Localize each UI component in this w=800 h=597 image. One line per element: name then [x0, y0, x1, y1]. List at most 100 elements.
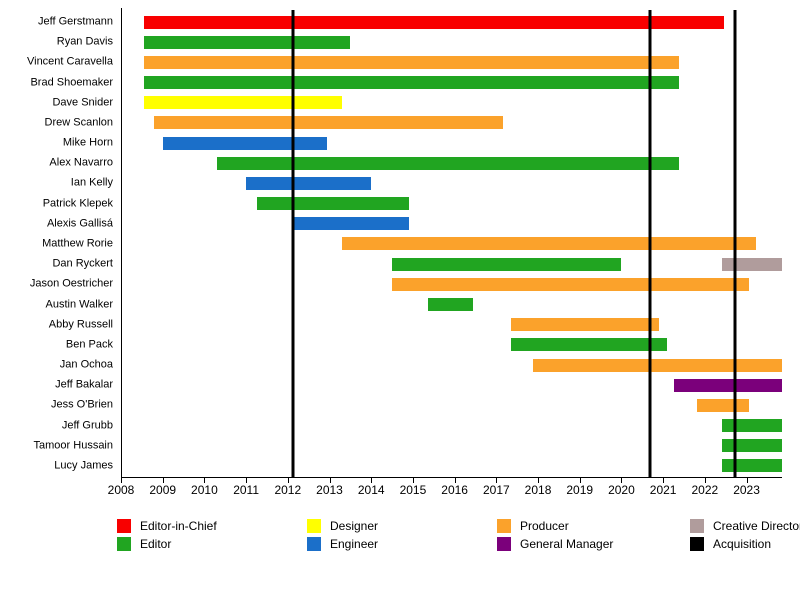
x-axis-tick — [538, 478, 540, 483]
plot-area: 2008 2009 2010 2011 2012 2013 2014 2015 2016 2017… — [108, 8, 782, 496]
legend-item: Engineer — [307, 537, 378, 551]
row-label: Matthew Rorie — [42, 237, 113, 250]
x-axis-year-label: 2020 — [608, 483, 635, 497]
legend-label: General Manager — [520, 537, 614, 551]
legend-item: Editor — [117, 537, 217, 551]
x-axis-year-label: 2018 — [524, 483, 552, 497]
legend-swatch-icon — [690, 519, 704, 533]
row-label: Drew Scanlon — [44, 116, 113, 129]
legend-swatch-icon — [497, 537, 511, 551]
row-label: Abby Russell — [48, 318, 113, 331]
row-label: Jeff Gerstmann — [38, 15, 113, 28]
row-label: Ryan Davis — [56, 35, 113, 48]
legend-label: Acquisition — [713, 537, 772, 551]
row-label: Jason Oestricher — [29, 277, 113, 290]
timeline-bar — [427, 298, 474, 312]
legend-swatch-icon — [117, 519, 131, 533]
timeline-bar — [722, 439, 782, 453]
legend-item: General Manager — [497, 537, 613, 551]
x-axis-year-label: 2012 — [274, 483, 302, 497]
timeline-bar — [392, 277, 750, 291]
x-axis-year-label: 2017 — [482, 483, 510, 497]
timeline-bar — [154, 116, 503, 130]
legend-label: Creative Director — [713, 519, 800, 533]
legend-label: Producer — [520, 519, 569, 533]
x-axis-year-label: 2014 — [357, 483, 385, 497]
timeline-bar — [510, 318, 659, 332]
x-axis-tick — [746, 478, 748, 483]
x-axis-tick — [246, 478, 248, 483]
row-label: Jeff Grubb — [61, 419, 113, 432]
row-label: Jess O'Brien — [50, 398, 113, 411]
row-label: Jeff Bakalar — [55, 378, 113, 391]
legend-swatch-icon — [690, 537, 704, 551]
x-axis-year-label: 2008 — [107, 483, 135, 497]
timeline-bar — [256, 197, 409, 211]
legend-label: Editor — [140, 537, 172, 551]
timeline-bar — [510, 338, 668, 352]
legend-item: Producer — [497, 519, 613, 533]
row-label: Brad Shoemaker — [30, 76, 113, 89]
x-axis-tick — [121, 478, 122, 483]
timeline-bar — [342, 237, 756, 251]
x-axis-year-label: 2023 — [733, 483, 760, 497]
legend-swatch-icon — [307, 537, 321, 551]
x-axis-tick — [412, 478, 414, 483]
timeline-bar — [143, 35, 351, 49]
row-label: Dan Ryckert — [52, 257, 113, 270]
timeline-bar — [696, 398, 750, 412]
row-label: Patrick Klepek — [42, 197, 113, 210]
row-label: Dave Snider — [52, 96, 113, 109]
x-axis-year-label: 2015 — [399, 483, 427, 497]
timeline-bar — [143, 15, 724, 29]
y-axis-line — [121, 8, 122, 478]
legend-column: Designer Engineer — [307, 519, 378, 555]
legend: Editor-in-Chief Editor Designer Engineer Pro… — [117, 519, 800, 559]
row-labels: Jeff Gerstmann Ryan Davis Vincent Caravell… — [0, 8, 113, 477]
x-axis-year-label: 2011 — [233, 483, 260, 497]
row-label: Ian Kelly — [70, 176, 113, 189]
timeline-bar — [292, 217, 409, 231]
legend-column: Creative Director Acquisition — [690, 519, 800, 555]
x-axis-tick — [663, 478, 665, 483]
row-label: Alex Navarro — [49, 156, 113, 169]
x-axis-year-label: 2016 — [441, 483, 468, 497]
timeline-bar — [143, 55, 679, 69]
row-label: Vincent Caravella — [26, 55, 113, 68]
legend-label: Engineer — [330, 537, 379, 551]
x-axis-year-label: 2022 — [691, 483, 719, 497]
timeline-bar — [143, 96, 342, 110]
x-axis-year-label: 2021 — [649, 483, 677, 497]
timeline-bar — [722, 419, 782, 433]
x-axis-tick — [371, 478, 373, 483]
x-axis-line — [121, 477, 782, 478]
legend-item: Editor-in-Chief — [117, 519, 217, 533]
timeline-bar — [162, 136, 328, 150]
x-axis-tick — [204, 478, 206, 483]
timeline-bar — [392, 257, 622, 271]
legend-item: Designer — [307, 519, 378, 533]
row-label: Lucy James — [54, 459, 113, 472]
legend-item: Creative Director — [690, 519, 800, 533]
legend-swatch-icon — [497, 519, 511, 533]
timeline-bar — [216, 156, 679, 170]
legend-column: Editor-in-Chief Editor — [117, 519, 217, 555]
legend-swatch-icon — [117, 537, 131, 551]
x-axis-tick — [329, 478, 331, 483]
timeline-bar — [143, 76, 679, 90]
timeline-bar — [673, 378, 782, 392]
x-axis-tick — [704, 478, 706, 483]
x-axis-year-label: 2019 — [566, 483, 594, 497]
row-label: Jan Ochoa — [59, 358, 113, 371]
x-axis-tick — [162, 478, 164, 483]
x-axis-year-label: 2013 — [316, 483, 343, 497]
acquisition-line — [733, 10, 737, 477]
row-label: Austin Walker — [45, 298, 113, 311]
x-axis-tick — [287, 478, 289, 483]
timeline-bar — [246, 176, 372, 190]
x-axis-year-label: 2010 — [191, 483, 218, 497]
row-label: Ben Pack — [65, 338, 113, 351]
legend-swatch-icon — [307, 519, 321, 533]
acquisition-line — [291, 10, 295, 477]
